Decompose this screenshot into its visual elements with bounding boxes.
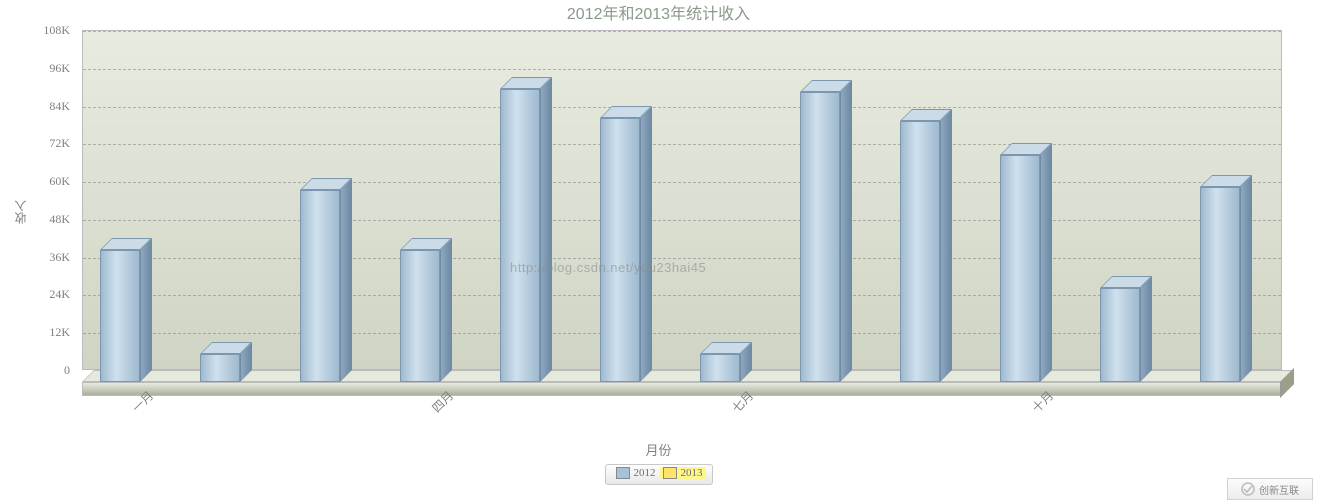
bar-side: [640, 106, 652, 382]
legend-swatch-icon: [616, 467, 630, 479]
grid-line: [83, 107, 1281, 108]
watermark-text: http://blog.csdn.net/you23hai45: [510, 260, 706, 275]
legend-item[interactable]: 2013: [660, 467, 706, 479]
x-axis-label: 月份: [0, 440, 1317, 459]
bar-front: [200, 354, 240, 382]
bar-front: [1000, 155, 1040, 382]
bar-front: [900, 121, 940, 382]
grid-line: [83, 144, 1281, 145]
y-tick: 0: [40, 363, 70, 378]
grid-line: [83, 220, 1281, 221]
y-tick: 96K: [40, 61, 70, 76]
grid-line: [83, 69, 1281, 70]
bar-front: [700, 354, 740, 382]
legend-label: 2013: [681, 467, 703, 479]
floor-front: [82, 382, 1282, 396]
y-tick: 60K: [40, 174, 70, 189]
bar-side: [540, 77, 552, 382]
chart-title: 2012年和2013年统计收入: [0, 0, 1317, 24]
y-tick: 84K: [40, 99, 70, 114]
bar-side: [1140, 276, 1152, 382]
bar-front: [800, 92, 840, 382]
bar-front: [600, 118, 640, 382]
grid-line: [83, 182, 1281, 183]
y-tick: 24K: [40, 287, 70, 302]
bar-front: [300, 190, 340, 382]
bar-side: [140, 238, 152, 382]
y-tick: 48K: [40, 212, 70, 227]
y-axis-label: 收入: [12, 200, 29, 224]
legend-swatch-icon: [663, 467, 677, 479]
brand-logo-icon: [1241, 482, 1255, 496]
grid-line: [83, 258, 1281, 259]
bar-side: [340, 178, 352, 382]
y-tick: 36K: [40, 250, 70, 265]
brand-text: 创新互联: [1259, 482, 1299, 497]
bar-front: [100, 250, 140, 382]
bar-front: [1200, 187, 1240, 382]
y-tick: 12K: [40, 325, 70, 340]
chart-root: 2012年和2013年统计收入 收入 0 12K 24K 36K 48K 60K 72K 84…: [0, 0, 1317, 504]
legend: 2012 2013: [0, 464, 1317, 485]
bar-side: [1040, 143, 1052, 382]
legend-label: 2012: [634, 467, 656, 479]
y-tick: 72K: [40, 136, 70, 151]
legend-box: 2012 2013: [605, 464, 713, 485]
bar-front: [1100, 288, 1140, 382]
grid-line: [83, 31, 1281, 32]
bar-side: [1240, 175, 1252, 382]
legend-item[interactable]: 2012: [612, 467, 660, 479]
brand-badge: 创新互联: [1227, 478, 1313, 500]
bar-side: [940, 109, 952, 382]
bar-front: [500, 89, 540, 382]
bar-side: [440, 238, 452, 382]
y-tick: 108K: [40, 23, 70, 38]
bar-side: [840, 80, 852, 382]
bar-front: [400, 250, 440, 382]
